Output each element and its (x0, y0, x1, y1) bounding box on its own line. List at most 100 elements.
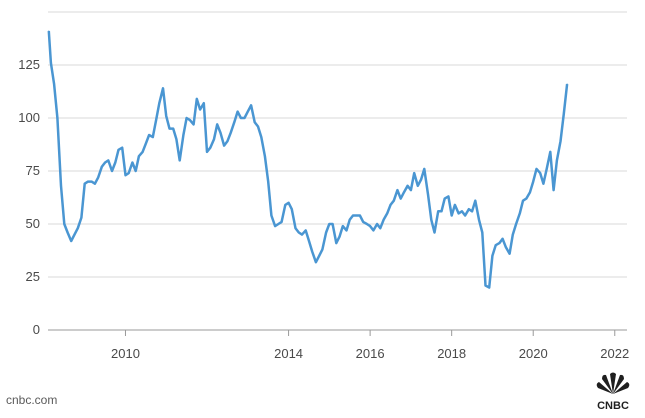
data-point (498, 242, 500, 244)
cnbc-logo: CNBC (596, 372, 630, 412)
data-point (403, 191, 405, 193)
data-point (413, 172, 415, 174)
data-point (121, 147, 123, 149)
data-point (349, 219, 351, 221)
data-point (505, 246, 507, 248)
data-point (559, 140, 562, 142)
data-point (135, 170, 137, 172)
data-point (451, 214, 453, 217)
data-point (328, 223, 330, 225)
data-point (369, 225, 371, 227)
y-tick-label: 50 (26, 216, 40, 231)
data-point (298, 231, 300, 234)
data-point (556, 159, 558, 161)
data-point (226, 140, 228, 142)
data-point (454, 204, 456, 206)
data-point (525, 198, 527, 200)
data-point (502, 238, 504, 240)
data-point (172, 128, 174, 130)
data-point (213, 138, 215, 140)
y-tick-label: 75 (26, 163, 40, 178)
data-point (107, 159, 109, 161)
data-point (206, 151, 208, 153)
x-tick-label: 2014 (274, 346, 303, 361)
data-point (478, 219, 480, 221)
data-point (281, 221, 283, 223)
data-point (427, 193, 429, 195)
data-point (447, 195, 449, 197)
data-point (410, 189, 412, 191)
data-point (400, 198, 402, 200)
data-point (155, 119, 157, 121)
data-point (468, 208, 470, 210)
data-point (356, 214, 358, 217)
data-point (311, 251, 313, 253)
data-point (495, 244, 497, 246)
data-point (484, 284, 487, 287)
data-point (461, 210, 463, 212)
data-point (270, 214, 272, 217)
data-point (509, 253, 511, 255)
data-point (87, 181, 89, 183)
data-point (131, 161, 133, 164)
data-point (162, 87, 164, 89)
data-point (247, 111, 249, 113)
data-point (94, 183, 96, 185)
data-point (529, 191, 531, 193)
data-point (114, 161, 116, 164)
data-point (264, 155, 266, 157)
data-point (142, 151, 144, 153)
data-point (305, 229, 307, 231)
data-point (182, 134, 184, 136)
data-point (342, 225, 344, 227)
data-point (267, 181, 269, 183)
data-point (243, 117, 246, 119)
data-point (111, 170, 113, 172)
data-point (189, 119, 191, 121)
data-point (512, 234, 514, 236)
data-point (152, 136, 154, 138)
data-point (91, 181, 93, 183)
data-point (407, 185, 409, 187)
data-point (145, 142, 147, 144)
data-point (515, 223, 517, 225)
data-point (257, 125, 259, 128)
data-point (566, 83, 568, 85)
data-point (77, 227, 79, 229)
series-group (47, 30, 569, 289)
data-point (464, 214, 466, 217)
data-point (433, 231, 436, 234)
data-point (254, 121, 256, 123)
data-point (338, 236, 341, 238)
data-point (60, 185, 62, 187)
data-point (519, 212, 521, 214)
data-point (175, 138, 177, 140)
data-point (63, 223, 65, 225)
x-tick-label: 2018 (437, 346, 466, 361)
data-point (216, 123, 218, 125)
data-point (84, 183, 86, 185)
x-tick-label: 2010 (111, 346, 140, 361)
data-point (549, 151, 551, 153)
data-point (203, 102, 205, 104)
x-tick-label: 2022 (600, 346, 629, 361)
data-point (70, 240, 72, 242)
data-point (288, 202, 290, 204)
data-point (352, 214, 354, 217)
data-point (393, 200, 395, 202)
y-tick-label: 0 (33, 322, 40, 337)
data-point (199, 108, 201, 111)
data-point (437, 210, 439, 212)
data-point (193, 123, 195, 125)
data-point (345, 229, 348, 231)
data-point (56, 117, 59, 119)
data-point (488, 287, 490, 289)
series-line-0 (47, 31, 569, 289)
data-point (332, 223, 334, 225)
data-point (124, 174, 127, 176)
data-point (335, 242, 337, 244)
data-point (223, 145, 225, 147)
data-point (73, 234, 76, 236)
data-point (440, 210, 443, 212)
